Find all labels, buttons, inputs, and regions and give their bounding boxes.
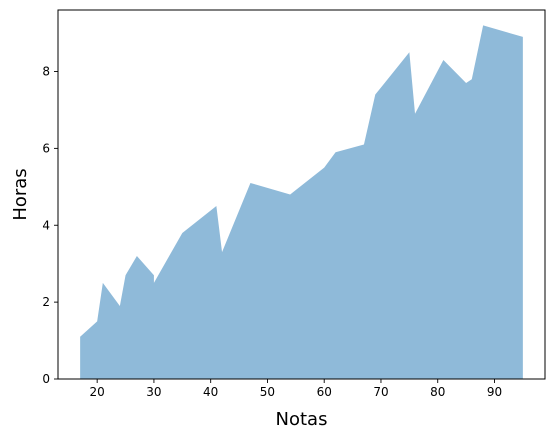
x-tick-label: 20 xyxy=(90,385,105,399)
x-tick-label: 30 xyxy=(146,385,161,399)
x-tick-label: 60 xyxy=(317,385,332,399)
y-tick-label: 6 xyxy=(42,141,50,155)
x-tick-label: 70 xyxy=(373,385,388,399)
area-series xyxy=(80,25,523,379)
y-tick-label: 2 xyxy=(42,295,50,309)
y-tick-label: 4 xyxy=(42,218,50,232)
y-tick-label: 8 xyxy=(42,65,50,79)
x-axis-label: Notas xyxy=(276,409,328,430)
plot-frame xyxy=(57,9,546,380)
x-axis: 20 30 40 50 60 70 80 90 xyxy=(90,379,502,399)
y-tick-label: 0 xyxy=(42,372,50,386)
y-axis-label: Horas xyxy=(10,168,31,220)
x-tick-label: 80 xyxy=(430,385,445,399)
x-tick-label: 40 xyxy=(203,385,218,399)
y-axis: 0 2 4 6 8 xyxy=(42,65,58,386)
x-tick-label: 50 xyxy=(260,385,275,399)
x-tick-label: 90 xyxy=(487,385,502,399)
plot-area xyxy=(80,25,523,379)
